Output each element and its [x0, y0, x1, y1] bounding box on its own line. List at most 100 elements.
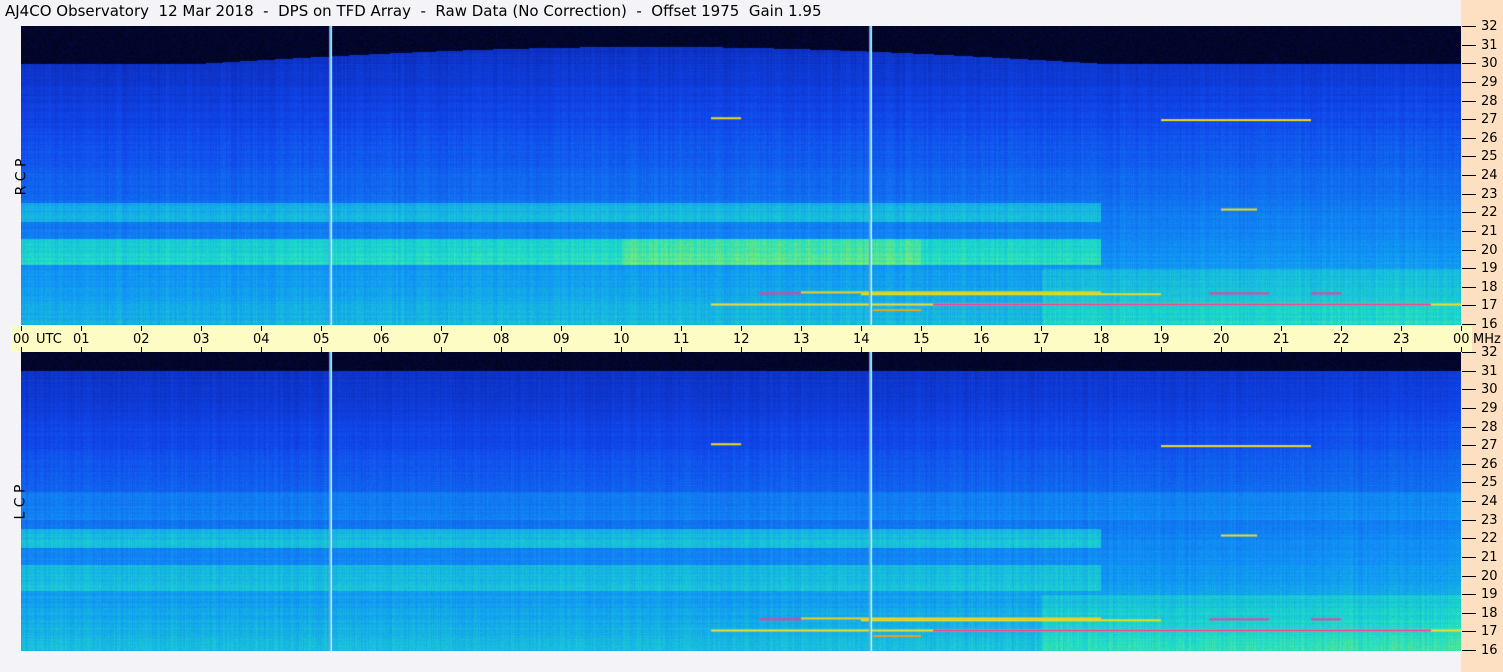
frequency-tick-label: 26 — [1481, 457, 1498, 472]
time-tick — [441, 326, 442, 331]
time-tick — [1041, 347, 1042, 352]
frequency-tick-label: 23 — [1481, 187, 1498, 202]
frequency-tick — [1462, 427, 1476, 428]
time-tick — [801, 347, 802, 352]
frequency-unit-label: MHz — [1473, 332, 1501, 347]
frequency-tick-label: 29 — [1481, 401, 1498, 416]
frequency-tick — [1462, 231, 1476, 232]
time-tick — [321, 347, 322, 352]
frequency-tick-label: 20 — [1481, 569, 1498, 584]
frequency-tick-label: 22 — [1481, 531, 1498, 546]
time-tick — [1461, 347, 1462, 352]
frequency-tick-label: 23 — [1481, 513, 1498, 528]
frequency-tick — [1462, 520, 1476, 521]
time-tick — [981, 326, 982, 331]
frequency-tick-label: 19 — [1481, 261, 1498, 276]
time-tick-label: 23 — [1393, 332, 1410, 347]
frequency-tick-label: 30 — [1481, 56, 1498, 71]
time-tick — [621, 326, 622, 331]
time-tick-label: 21 — [1273, 332, 1290, 347]
frequency-tick — [1462, 631, 1476, 632]
time-tick — [981, 347, 982, 352]
time-tick — [201, 326, 202, 331]
frequency-tick — [1462, 371, 1476, 372]
frequency-tick-label: 16 — [1481, 643, 1498, 658]
time-tick-label: 22 — [1333, 332, 1350, 347]
time-tick — [1221, 326, 1222, 331]
time-tick-label: 05 — [313, 332, 330, 347]
frequency-tick — [1462, 212, 1476, 213]
frequency-tick — [1462, 613, 1476, 614]
frequency-tick-label: 25 — [1481, 149, 1498, 164]
frequency-tick-label: 30 — [1481, 382, 1498, 397]
frequency-tick — [1462, 408, 1476, 409]
time-tick — [1161, 326, 1162, 331]
time-tick-label: 17 — [1033, 332, 1050, 347]
frequency-tick-label: 26 — [1481, 131, 1498, 146]
time-tick-label: 01 — [73, 332, 90, 347]
time-tick-label: 00 — [13, 332, 30, 347]
time-tick-label: 07 — [433, 332, 450, 347]
frequency-tick — [1462, 175, 1476, 176]
frequency-tick — [1462, 324, 1476, 325]
time-tick — [201, 347, 202, 352]
time-tick — [741, 347, 742, 352]
time-tick — [381, 347, 382, 352]
frequency-tick — [1462, 445, 1476, 446]
time-tick — [1401, 326, 1402, 331]
frequency-tick — [1462, 501, 1476, 502]
lcp-spectrogram — [21, 352, 1461, 651]
frequency-tick — [1462, 352, 1476, 353]
frequency-tick — [1462, 538, 1476, 539]
time-tick-label: 19 — [1153, 332, 1170, 347]
frequency-tick — [1462, 464, 1476, 465]
time-tick — [801, 326, 802, 331]
frequency-tick — [1462, 557, 1476, 558]
time-tick — [1281, 347, 1282, 352]
time-tick — [81, 347, 82, 352]
time-tick-label: 16 — [973, 332, 990, 347]
frequency-tick-label: 19 — [1481, 587, 1498, 602]
time-tick-label: 02 — [133, 332, 150, 347]
frequency-tick-label: 28 — [1481, 420, 1498, 435]
time-tick — [1401, 347, 1402, 352]
frequency-tick-label: 31 — [1481, 364, 1498, 379]
time-tick — [1041, 326, 1042, 331]
frequency-tick-label: 32 — [1481, 345, 1498, 360]
frequency-tick — [1462, 119, 1476, 120]
lcp-label: L C P — [12, 484, 29, 520]
time-tick — [861, 347, 862, 352]
time-tick-label: 11 — [673, 332, 690, 347]
time-tick — [21, 326, 22, 331]
frequency-tick — [1462, 63, 1476, 64]
frequency-tick-label: 21 — [1481, 550, 1498, 565]
time-tick-label: 08 — [493, 332, 510, 347]
time-tick — [921, 326, 922, 331]
time-tick-label: 09 — [553, 332, 570, 347]
time-tick — [261, 326, 262, 331]
time-tick — [21, 347, 22, 352]
frequency-tick — [1462, 482, 1476, 483]
time-tick — [681, 326, 682, 331]
frequency-tick — [1462, 305, 1476, 306]
time-tick-label: 06 — [373, 332, 390, 347]
time-tick — [921, 347, 922, 352]
frequency-tick — [1462, 82, 1476, 83]
time-tick-label: 14 — [853, 332, 870, 347]
time-tick — [381, 326, 382, 331]
frequency-tick-label: 24 — [1481, 168, 1498, 183]
chart-title: AJ4CO Observatory 12 Mar 2018 - DPS on T… — [5, 2, 822, 20]
time-tick — [621, 347, 622, 352]
time-tick-label: 18 — [1093, 332, 1110, 347]
frequency-tick-label: 17 — [1481, 298, 1498, 313]
time-tick — [1161, 347, 1162, 352]
frequency-tick-label: 27 — [1481, 438, 1498, 453]
frequency-tick — [1462, 287, 1476, 288]
frequency-tick-label: 28 — [1481, 94, 1498, 109]
frequency-tick-label: 24 — [1481, 494, 1498, 509]
time-tick — [81, 326, 82, 331]
time-tick — [861, 326, 862, 331]
frequency-tick — [1462, 594, 1476, 595]
rcp-spectrogram — [21, 26, 1461, 325]
frequency-tick-label: 31 — [1481, 38, 1498, 53]
